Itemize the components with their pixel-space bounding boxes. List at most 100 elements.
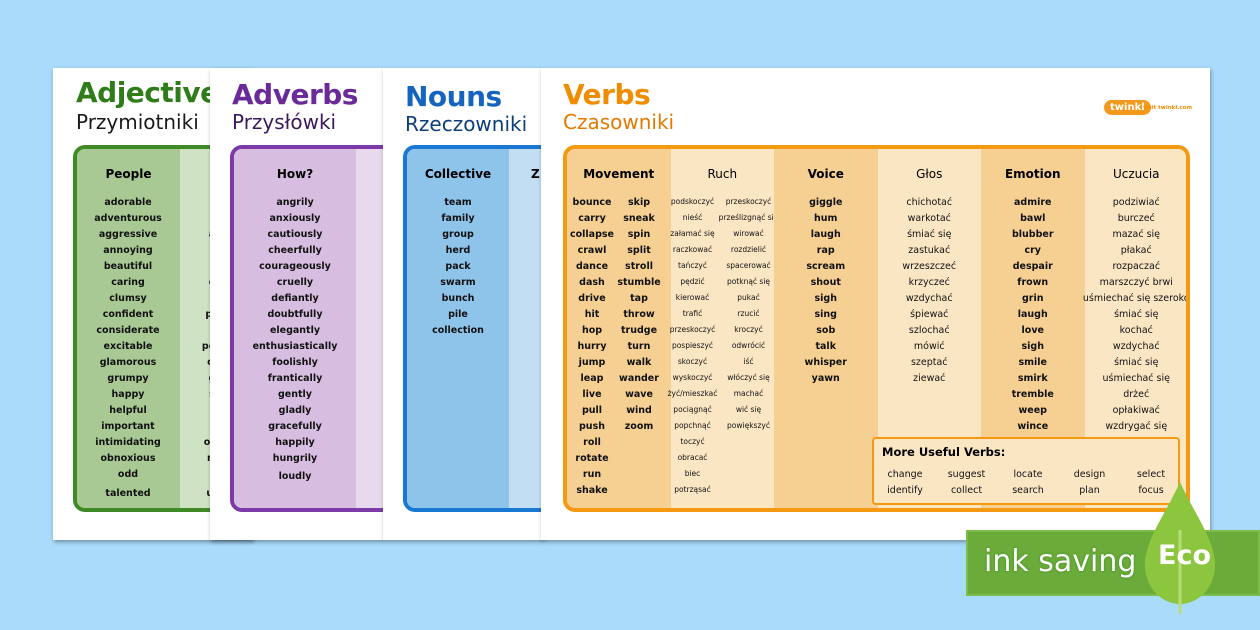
column-header: Ruch (707, 167, 738, 181)
adjectives-title: Adjectives (76, 76, 235, 109)
word: helpful (109, 405, 147, 416)
word: biec (684, 469, 701, 478)
word: powiększyć (727, 421, 770, 430)
word: grin (1021, 293, 1044, 304)
word: marszczyć brwi (1099, 277, 1173, 288)
word: drive (578, 293, 606, 304)
word: załamać się (670, 229, 715, 238)
word: tremble (1011, 389, 1054, 400)
word: intimidating (95, 437, 161, 448)
ink-saving-badge: ink saving (966, 530, 1260, 596)
word: smile (1018, 357, 1048, 368)
word: considerate (96, 325, 160, 336)
word: talented (105, 488, 151, 499)
word: important (101, 421, 155, 432)
word: family (441, 213, 475, 224)
word: tap (630, 293, 648, 304)
word: drżeć (1123, 389, 1150, 400)
word: hungrily (272, 453, 318, 464)
adverbs-sheet: Adverbs Przysłówki How? angrily anxiously… (210, 68, 383, 540)
word: sigh (1021, 341, 1044, 352)
word: cry (1024, 245, 1042, 256)
word: uśmiechać się (1102, 373, 1170, 384)
word: wzdrygać się (1105, 421, 1168, 432)
verb-column: Movement bounce carry collapse crawl dance das… (567, 149, 671, 508)
word: foolishly (272, 357, 318, 368)
word: popchnąć (674, 421, 711, 430)
word: confident (102, 309, 154, 320)
word: warkotać (907, 213, 951, 224)
word: podziwiać (1112, 197, 1160, 208)
word: glamorous (99, 357, 157, 368)
word: hurry (577, 341, 607, 352)
word: wind (626, 405, 652, 416)
word: skoczyć (677, 357, 708, 366)
word: włóczyć się (727, 373, 770, 382)
word: swarm (440, 277, 476, 288)
word: wince (1017, 421, 1049, 432)
word: defiantly (271, 293, 319, 304)
word: zoom (624, 421, 654, 432)
word: talk (815, 341, 837, 352)
word: gracefully (268, 421, 322, 432)
word: sneak (623, 213, 655, 224)
word: live (582, 389, 602, 400)
word: pull (581, 405, 603, 416)
word: żyć/mieszkać (667, 389, 718, 398)
nouns-title: Nouns (405, 80, 502, 113)
column-header: Voice (807, 167, 844, 181)
word: scream (806, 261, 846, 272)
word: annoying (103, 245, 153, 256)
word: hum (814, 213, 838, 224)
word: loudly (278, 471, 312, 482)
ink-saving-label: ink saving (984, 544, 1137, 579)
word: mazać się (1112, 229, 1161, 240)
nouns-panel: Collective Z team family group herd pack swar… (403, 145, 543, 512)
column-header: Collective (424, 167, 492, 181)
word: wzdychać (1112, 341, 1160, 352)
word: shout (810, 277, 841, 288)
word: sigh (814, 293, 837, 304)
word: run (582, 469, 602, 480)
word: potrząsać (674, 485, 711, 494)
verb-column: Ruch podskoczyć nieść załamać się raczkować t… (667, 149, 778, 508)
word: trafić (682, 309, 703, 318)
twinkl-link[interactable]: visit twinkl.com (1143, 105, 1193, 111)
word: kroczyć (734, 325, 763, 334)
word: love (1021, 325, 1044, 336)
word: zastukać (908, 245, 951, 256)
word: sob (816, 325, 836, 336)
word: sing (814, 309, 837, 320)
word: pociągnąć (673, 405, 712, 414)
word: obnoxious (100, 453, 156, 464)
more-verb: suggest (947, 469, 986, 480)
word: pukać (737, 293, 760, 302)
word: skip (627, 197, 651, 208)
word: leap (580, 373, 604, 384)
word: śmiać się (1114, 309, 1159, 320)
word: aggressive (98, 229, 158, 240)
word: śpiewać (910, 309, 949, 320)
word: pędzić (680, 277, 705, 286)
word: prześlizgnąć się (718, 213, 779, 222)
verbs-subtitle: Czasowniki (563, 110, 675, 134)
word: cautiously (267, 229, 323, 240)
word: kochać (1119, 325, 1153, 336)
word: jump (578, 357, 606, 368)
verb-column: Voice giggle hum laugh rap scream shout sigh sin… (774, 149, 878, 508)
eco-label: Eco (1158, 540, 1211, 571)
word: śmiać się (907, 229, 952, 240)
word: burczeć (1117, 213, 1155, 224)
more-verb: identify (887, 485, 923, 496)
more-useful-verbs-box: More Useful Verbs: change suggest locate de… (872, 437, 1180, 505)
word: laugh (810, 229, 841, 240)
word: group (442, 229, 474, 240)
more-verb: select (1136, 469, 1166, 480)
column-header: How? (276, 167, 314, 181)
word: podskoczyć (670, 197, 715, 206)
word: uśmiechać się szeroko (1082, 293, 1190, 304)
word: odwrócić (731, 341, 766, 350)
word: cruelly (276, 277, 314, 288)
word: happily (275, 437, 315, 448)
word: happy (111, 389, 145, 400)
